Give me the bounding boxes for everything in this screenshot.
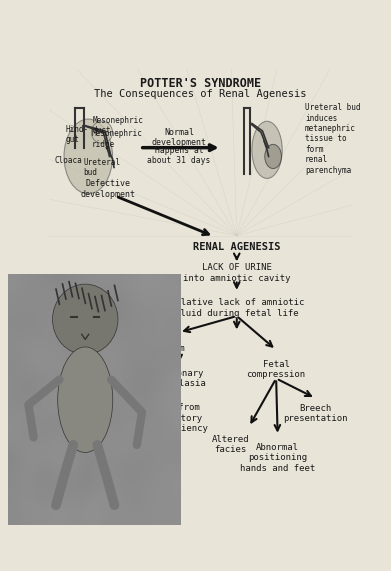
Text: Death from
respiratory
insufficiency: Death from respiratory insufficiency [138, 403, 208, 433]
Text: Abnormal
positioning
hands and feet: Abnormal positioning hands and feet [240, 443, 315, 473]
Text: LACK OF URINE
into amniotic cavity: LACK OF URINE into amniotic cavity [183, 263, 291, 283]
Text: Mesonephric
ridge: Mesonephric ridge [91, 129, 142, 148]
Text: The Consequences of Renal Agenesis: The Consequences of Renal Agenesis [94, 89, 307, 99]
Text: Breech
presentation: Breech presentation [283, 404, 348, 423]
Text: Defective
development: Defective development [81, 179, 135, 199]
Text: Happens at
about 31 days: Happens at about 31 days [147, 146, 211, 165]
Text: Ureteral
bud: Ureteral bud [84, 158, 121, 177]
Text: Hind-
gut: Hind- gut [66, 125, 89, 144]
Text: Cloaca: Cloaca [55, 156, 83, 166]
Text: POTTER'S SYNDROME: POTTER'S SYNDROME [140, 78, 261, 90]
Text: Pulmonary
hypoplasia: Pulmonary hypoplasia [152, 369, 206, 388]
Text: Altered
facies: Altered facies [212, 435, 249, 454]
Ellipse shape [58, 347, 113, 452]
Ellipse shape [64, 119, 113, 194]
Text: Relative lack of amniotic
fluid during fetal life: Relative lack of amniotic fluid during f… [170, 299, 304, 318]
Text: Fetal
compression: Fetal compression [247, 360, 306, 379]
Ellipse shape [252, 121, 282, 178]
Text: RENAL AGENESIS: RENAL AGENESIS [193, 242, 280, 252]
Ellipse shape [52, 284, 118, 355]
Text: Ureteral bud
induces
metanephric
tissue to
form
renal
parenchyma: Ureteral bud induces metanephric tissue … [305, 103, 361, 175]
Text: Normal
development: Normal development [152, 128, 207, 147]
Ellipse shape [91, 121, 113, 143]
Ellipse shape [265, 144, 282, 168]
Text: Mesonephric
duct: Mesonephric duct [93, 116, 143, 135]
Text: Amnion
nodosum: Amnion nodosum [147, 333, 184, 353]
